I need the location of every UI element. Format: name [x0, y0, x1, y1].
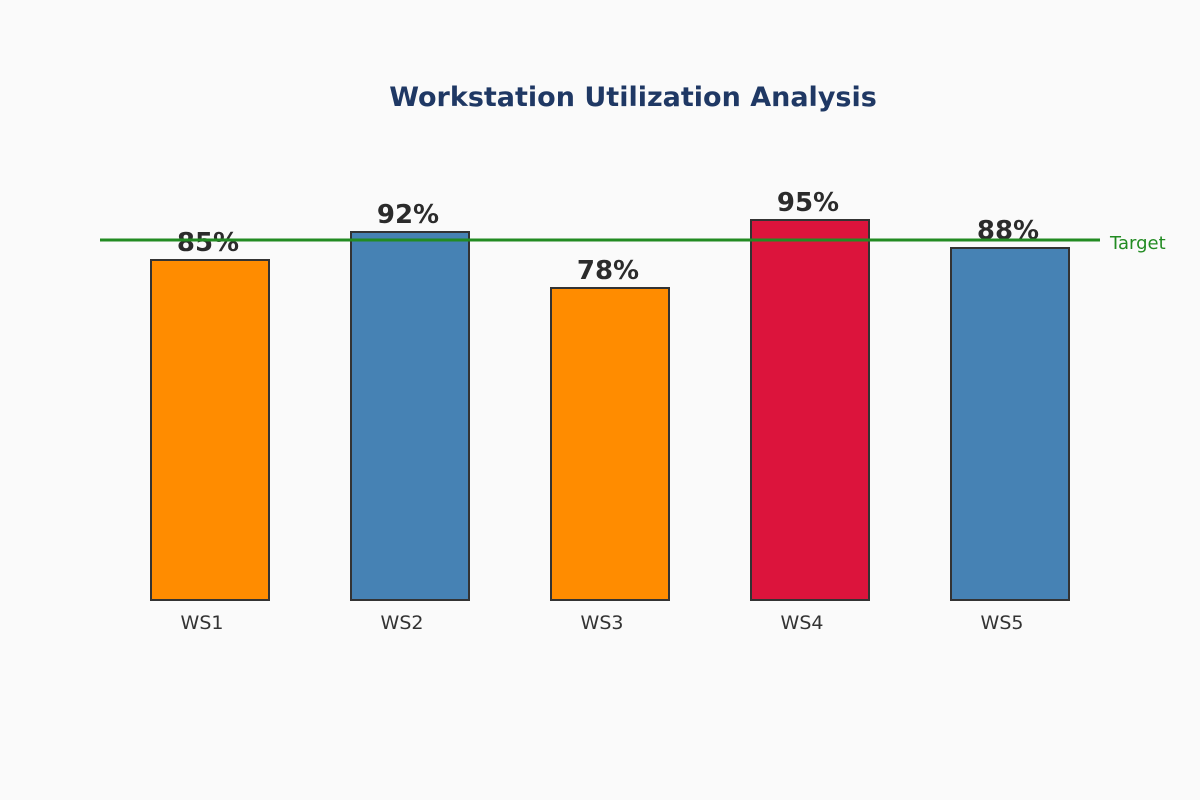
x-tick-label-ws2: WS2	[381, 612, 424, 634]
value-labels-layer: 85%92%78%95%88%	[177, 188, 1039, 286]
value-label-ws2: 92%	[377, 200, 439, 230]
bar-ws5	[950, 247, 1070, 601]
x-tick-label-ws3: WS3	[581, 612, 624, 634]
x-tick-label-ws4: WS4	[781, 612, 824, 634]
value-label-ws3: 78%	[577, 256, 639, 286]
target-label: Target	[1109, 233, 1166, 254]
target-line-layer: Target	[100, 233, 1166, 254]
x-tick-label-ws1: WS1	[181, 612, 224, 634]
x-tick-label-ws5: WS5	[981, 612, 1024, 634]
bar-ws3	[550, 287, 670, 601]
bar-ws1	[150, 259, 270, 601]
bars-layer	[150, 219, 1070, 601]
value-label-ws4: 95%	[777, 188, 839, 218]
x-tick-labels-layer: WS1 WS2 WS3 WS4 WS5	[181, 612, 1024, 634]
chart-title: Workstation Utilization Analysis	[389, 82, 877, 113]
bar-ws4	[750, 219, 870, 601]
value-label-ws1: 85%	[177, 228, 239, 258]
bar-ws2	[350, 231, 470, 601]
